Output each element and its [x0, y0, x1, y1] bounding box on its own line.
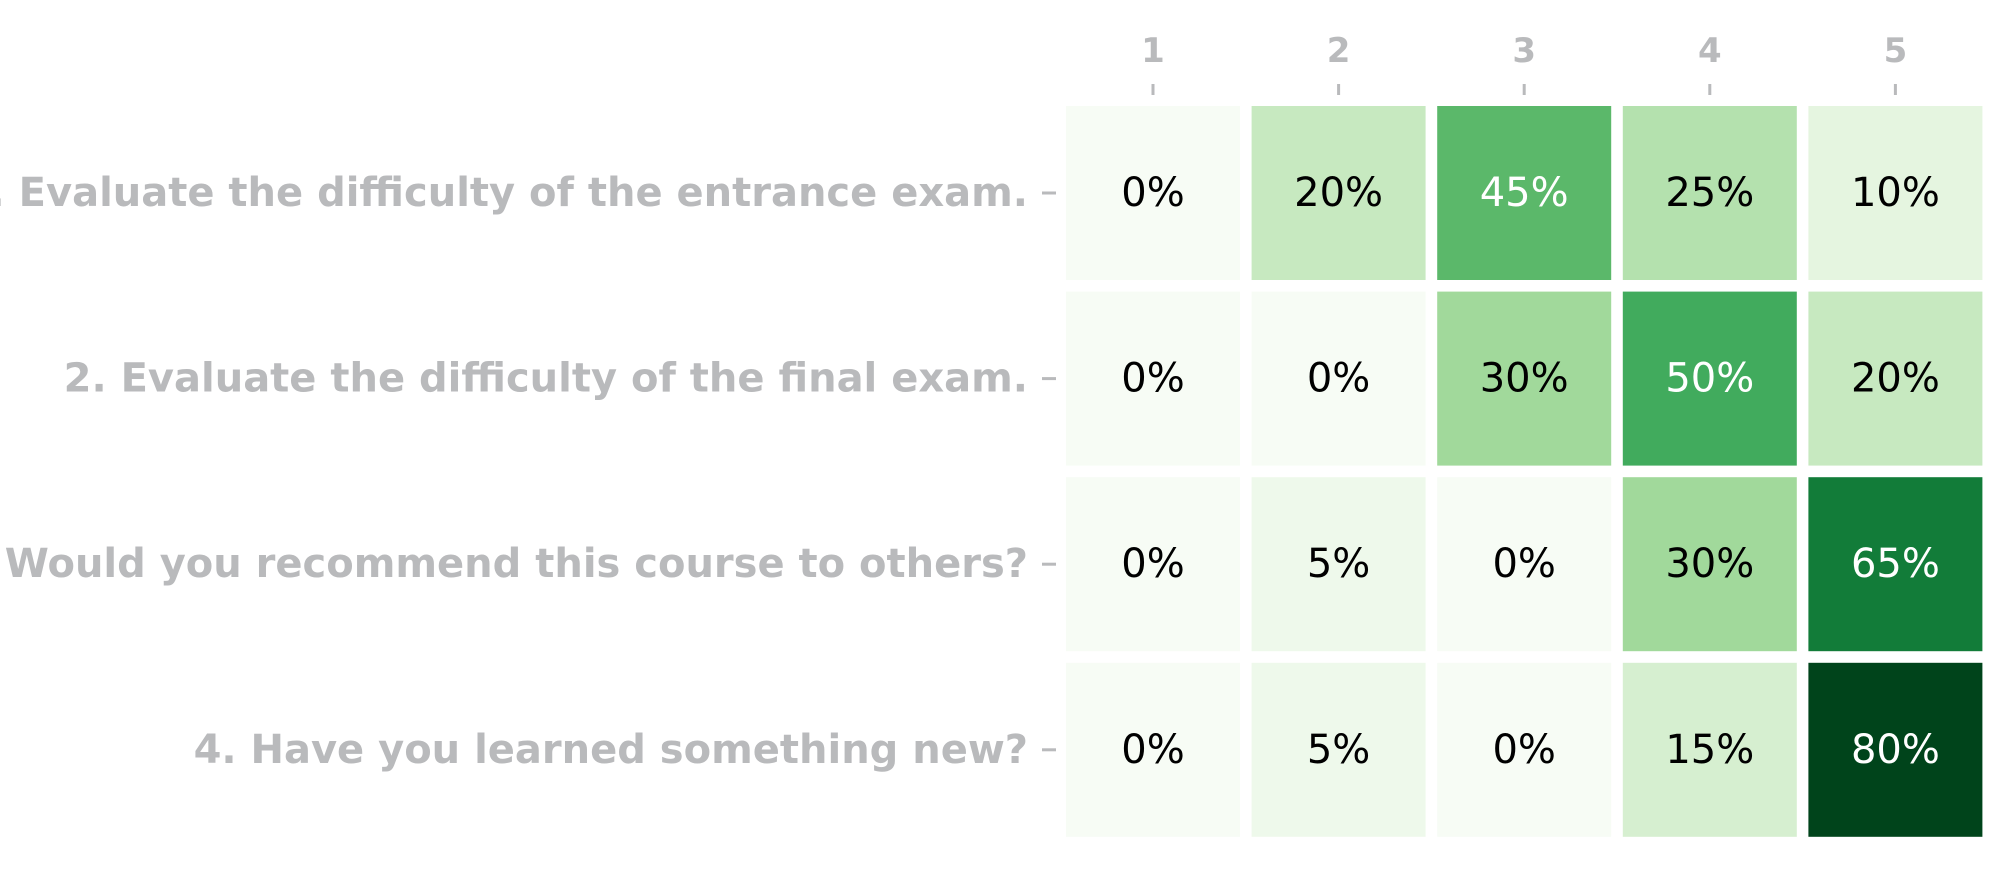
heatmap-cell [1066, 662, 1240, 837]
heatmap-cell [1251, 477, 1426, 652]
heatmap-cell [1808, 477, 1983, 652]
column-label-5: 5 [1884, 31, 1908, 71]
heatmap-cell [1437, 106, 1612, 280]
cell-value-label: 0% [1121, 170, 1184, 216]
heatmap-cell [1251, 106, 1426, 280]
cell-value-label: 20% [1294, 170, 1383, 216]
heatmap-cell [1437, 291, 1612, 466]
column-label-2: 2 [1327, 31, 1351, 71]
cell-value-label: 0% [1121, 541, 1184, 587]
heatmap-cell [1622, 477, 1797, 652]
cell-value-label: 0% [1307, 356, 1370, 402]
cell-value-label: 45% [1480, 170, 1569, 216]
heatmap-cell [1808, 106, 1983, 280]
cell-value-label: 30% [1480, 356, 1569, 402]
cell-value-label: 25% [1665, 170, 1754, 216]
cell-value-label: 0% [1492, 541, 1555, 587]
heatmap-cell [1808, 662, 1983, 837]
heatmap-cell [1066, 106, 1240, 280]
cell-value-label: 0% [1121, 356, 1184, 402]
column-label-4: 4 [1698, 31, 1722, 71]
column-label-3: 3 [1512, 31, 1536, 71]
heatmap-cell [1622, 106, 1797, 280]
cell-value-label: 10% [1851, 170, 1940, 216]
row-label-1: 1. Evaluate the difficulty of the entran… [0, 170, 1028, 216]
heatmap-cell [1066, 477, 1240, 652]
cell-value-label: 5% [1307, 541, 1370, 587]
cell-value-label: 0% [1492, 727, 1555, 773]
heatmap-cell [1622, 291, 1797, 466]
column-label-1: 1 [1141, 31, 1165, 71]
cell-value-label: 15% [1665, 727, 1754, 773]
cell-value-label: 30% [1665, 541, 1754, 587]
row-label-2: 2. Evaluate the difficulty of the final … [64, 356, 1028, 402]
heatmap-cell [1066, 291, 1240, 466]
cell-value-label: 20% [1851, 356, 1940, 402]
cell-value-label: 5% [1307, 727, 1370, 773]
cell-value-label: 80% [1851, 727, 1940, 773]
row-label-4: 4. Have you learned something new? [194, 727, 1028, 773]
heatmap-cell [1622, 662, 1797, 837]
heatmap-cell [1251, 291, 1426, 466]
heatmap-cell [1437, 477, 1612, 652]
cell-value-label: 65% [1851, 541, 1940, 587]
heatmap-cell [1437, 662, 1612, 837]
heatmap-cell [1251, 662, 1426, 837]
row-label-3: 3. Would you recommend this course to ot… [0, 541, 1028, 587]
cell-value-label: 50% [1665, 356, 1754, 402]
heatmap-cell [1808, 291, 1983, 466]
cell-value-label: 0% [1121, 727, 1184, 773]
